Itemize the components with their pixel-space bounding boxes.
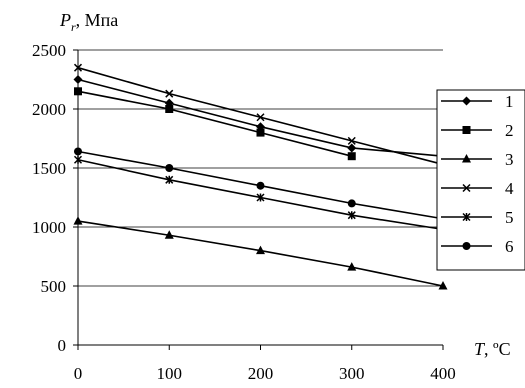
series-line-4 [77,66,444,166]
x-axis-title: T, ºC [474,339,511,359]
x-tick-label: 0 [74,364,83,383]
data-point-series-2-0 [74,87,82,96]
legend-item-1: 1 [441,92,514,111]
legend-item-3: 3 [441,150,514,169]
x-tick-label: 100 [157,364,183,383]
y-tick-label: 0 [58,336,67,355]
y-axis-title-main: P [59,10,71,30]
data-point-series-6-0 [74,147,82,156]
legend-label: 1 [505,92,514,111]
x-axis-title-unit: , ºC [484,339,511,359]
legend-label: 3 [505,150,514,169]
legend: 1 2 3 4 5 6 [436,89,525,271]
x-tick-label: 200 [248,364,274,383]
series-3 [73,216,448,290]
series-6 [74,147,447,223]
y-tick-label: 500 [41,277,67,296]
data-point-series-6-2 [256,181,265,190]
data-point-series-3-4 [438,281,448,290]
legend-marker-2 [462,126,471,134]
legend-marker-5 [462,212,471,222]
data-point-series-2-2 [256,128,265,137]
data-point-series-5-3 [347,211,356,220]
legend-item-6: 6 [441,237,514,256]
legend-item-4: 4 [441,179,514,198]
legend-marker-4 [462,183,471,193]
data-point-series-3-1 [164,230,174,239]
grid [73,49,444,350]
data-point-series-2-3 [347,152,356,161]
data-point-series-4-0 [73,63,83,72]
x-axis-title-main: T [474,339,486,359]
data-point-series-6-1 [165,164,174,172]
series-4 [73,63,448,169]
legend-label: 4 [505,179,514,198]
data-point-series-6-3 [347,199,356,208]
y-tick-label: 2500 [32,41,66,60]
data-point-series-5-1 [165,175,174,184]
legend-item-5: 5 [441,208,514,227]
x-tick-label: 300 [339,364,365,383]
data-point-series-5-0 [73,155,83,164]
legend-item-2: 2 [441,121,514,140]
y-tick-label: 1000 [32,218,66,237]
series-5 [73,155,448,234]
data-point-series-2-1 [165,105,174,113]
legend-label: 5 [505,208,514,227]
legend-box [436,89,525,271]
data-point-series-4-3 [347,136,356,145]
legend-label: 2 [505,121,514,140]
y-axis-title: Pr, Мпа [59,10,118,34]
y-axis-title-unit: , Мпа [76,10,119,30]
x-tick-label: 400 [430,364,456,383]
axes [77,50,443,346]
legend-label: 6 [505,237,514,256]
y-tick-label: 1500 [32,159,66,178]
data-point-series-3-2 [256,245,265,255]
series-2 [74,87,356,161]
series-line-2 [77,90,352,157]
data-point-series-3-3 [347,262,357,271]
data-point-series-1-3 [347,143,357,153]
y-tick-label: 2000 [32,100,66,119]
y-axis-title-sub: r [71,20,76,34]
data-point-series-4-1 [165,89,174,98]
x-tick-labels: 0 100 200 300 400 [74,364,456,383]
legend-marker-6 [462,242,471,250]
data-point-series-1-0 [73,75,83,84]
data-point-series-5-2 [256,193,265,202]
y-tick-labels: 0 500 1000 1500 2000 2500 [32,41,66,355]
legend-marker-1 [462,96,471,106]
legend-items: 1 2 3 4 5 6 [441,92,514,256]
legend-marker-3 [462,154,471,163]
data-point-series-3-0 [73,216,83,225]
series [73,63,448,290]
data-point-series-4-2 [256,113,265,122]
